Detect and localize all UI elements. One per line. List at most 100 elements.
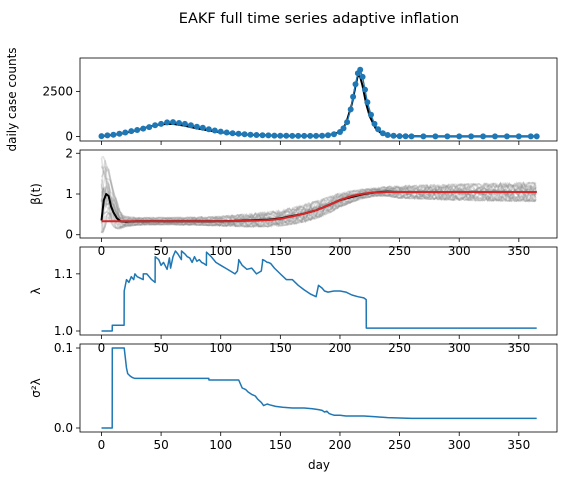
observation-point (128, 128, 135, 135)
panel-cases: 0 2500 daily case counts (5, 47, 558, 152)
x-tick-label: 350 (507, 341, 530, 355)
plot-area-beta (100, 155, 537, 235)
ensemble-member-line (100, 176, 537, 222)
x-tick-label: 300 (448, 341, 471, 355)
ensemble-member-line (100, 165, 537, 221)
plot-area-sigma (101, 347, 537, 429)
x-tick-label: 150 (269, 341, 292, 355)
observation-point (283, 132, 290, 139)
observation-point (379, 130, 386, 137)
observation-point (402, 133, 409, 140)
observation-point (253, 132, 260, 138)
observation-point (350, 93, 357, 100)
observation-point (241, 131, 248, 138)
observation-point (359, 73, 366, 80)
x-tick-label: 150 (269, 438, 292, 452)
observation-point (229, 130, 236, 137)
x-tick-label: 50 (153, 438, 168, 452)
observation-point (176, 120, 182, 126)
ensemble-member-line (100, 192, 537, 234)
observation-point (344, 119, 351, 126)
observation-point (313, 132, 320, 139)
panel-lambda: 0 50 100 150 200 250 300 350 1.0 1.1 λ (29, 246, 558, 355)
ensemble-member-line (101, 155, 537, 220)
observation-point (362, 86, 368, 93)
ensemble-member-line (100, 193, 537, 229)
x-tick-label: 300 (448, 438, 471, 452)
observation-point (217, 128, 224, 135)
observation-point (384, 132, 391, 138)
x-tick-label: 0 (98, 341, 106, 355)
observation-point (503, 133, 510, 140)
series-line-inflation-variance (101, 347, 537, 429)
y-tick-label: 2 (65, 146, 73, 160)
observation-point (140, 125, 147, 132)
x-tick-label: 0 (98, 244, 106, 258)
observation-point (375, 126, 382, 133)
observation-point (492, 133, 498, 140)
observation-point (158, 120, 165, 127)
observation-point (199, 124, 206, 131)
observation-point (295, 132, 302, 139)
x-tick-label: 350 (507, 438, 530, 452)
y-tick-label: 0 (65, 129, 73, 143)
observation-point (164, 119, 171, 126)
x-tick-label: 200 (329, 244, 352, 258)
ensemble-member-line (100, 190, 537, 228)
x-tick-label: 50 (153, 244, 168, 258)
x-tick-label: 250 (388, 244, 411, 258)
y-axis-label: β(t) (29, 183, 43, 205)
observation-point (533, 133, 540, 140)
observation-point (187, 122, 194, 129)
observation-point (468, 133, 475, 140)
y-axis-label: daily case counts (5, 47, 19, 151)
y-tick-label: 0.1 (54, 341, 73, 355)
observation-point (364, 99, 371, 106)
x-tick-label: 100 (209, 244, 232, 258)
observation-point (319, 132, 326, 139)
x-tick-label: 0 (98, 438, 106, 452)
observation-point (347, 106, 354, 113)
x-tick-label: 350 (507, 244, 530, 258)
ensemble-member-line (100, 192, 537, 233)
series-line-truth (101, 191, 537, 223)
observation-point (265, 132, 272, 139)
series-line-ensemble-mean (101, 74, 537, 138)
observation-point (134, 127, 141, 133)
observation-point (331, 131, 337, 138)
observation-point (98, 133, 105, 140)
observation-point (340, 125, 347, 132)
observation-point (307, 132, 314, 139)
x-axis-label: day (308, 458, 330, 472)
ensemble-member-line (100, 180, 537, 224)
x-tick-label: 200 (329, 438, 352, 452)
observation-point (289, 132, 296, 139)
observation-point (277, 132, 284, 139)
observation-point (527, 133, 534, 140)
x-tick-label: 100 (209, 341, 232, 355)
x-tick-label: 200 (329, 341, 352, 355)
observation-point (456, 133, 463, 140)
observation-point (122, 129, 129, 136)
ensemble-member-line (100, 170, 537, 223)
observation-point (223, 129, 230, 136)
observation-point (104, 132, 111, 139)
observation-point (371, 120, 378, 127)
ensemble-member-line (100, 167, 537, 223)
observation-line (101, 68, 537, 138)
observation-point (116, 130, 123, 137)
observation-point (357, 66, 364, 73)
ensemble-member-line (100, 193, 537, 234)
ensemble-member-line (100, 190, 537, 227)
series-line-inflation (101, 250, 537, 332)
observation-point (352, 81, 359, 88)
plot-area-cases (98, 66, 540, 140)
ensemble-member-line (100, 166, 537, 221)
x-tick-label: 150 (269, 244, 292, 258)
panel-beta: 0 50 100 150 200 250 300 350 0 1 2 β(t) (29, 146, 558, 258)
observation-point (259, 132, 266, 139)
x-tick-label: 250 (388, 341, 411, 355)
y-tick-label: 1 (65, 187, 73, 201)
observation-point (480, 133, 487, 140)
